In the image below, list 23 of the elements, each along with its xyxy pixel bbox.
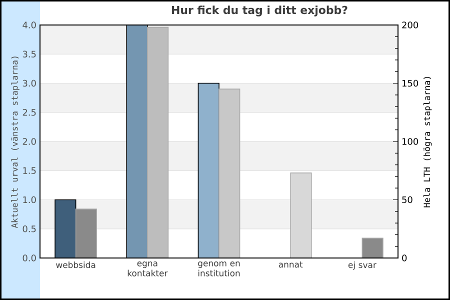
y-tick-label: 2.0 bbox=[22, 138, 36, 145]
chart-title: Hur fick du tag i ditt exjobb? bbox=[172, 6, 348, 16]
x-tick-label: annat bbox=[278, 262, 303, 268]
y2-tick-label: 50 bbox=[402, 196, 412, 204]
y-tick-label: 4.0 bbox=[22, 22, 36, 28]
y-tick-label: 0.5 bbox=[22, 225, 36, 232]
y-tick-label: 1.5 bbox=[23, 167, 36, 174]
y-tick-label: 0.0 bbox=[22, 254, 36, 262]
y-tick-label: 3.0 bbox=[22, 80, 36, 87]
y-tick-label: 3.5 bbox=[22, 50, 36, 58]
y2-tick-label: 200 bbox=[402, 22, 418, 28]
y-tick-label: 2.5 bbox=[22, 108, 36, 116]
y2-axis-title: Hela LTH (högra staplarna) bbox=[423, 76, 432, 208]
x-tick-label: ej svar bbox=[348, 262, 376, 270]
y2-tick-label: 150 bbox=[402, 80, 418, 87]
y-axis-title: Aktuellt urval (vänstra staplarna) bbox=[11, 56, 20, 228]
y-tick-label: 1.0 bbox=[23, 196, 36, 204]
y2-tick-label: 100 bbox=[402, 138, 418, 145]
bar bbox=[362, 238, 384, 258]
x-tick-label: webbsida bbox=[56, 262, 96, 268]
x-tick-label: egna kontakter bbox=[128, 262, 168, 276]
y2-tick-label: 0 bbox=[402, 254, 407, 262]
x-tick-label: genom en institution bbox=[198, 262, 240, 276]
